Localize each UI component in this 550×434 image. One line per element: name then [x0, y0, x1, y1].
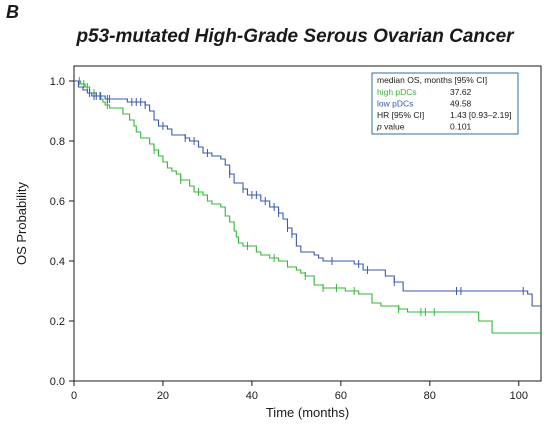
x-tick-label: 0 [71, 390, 77, 402]
legend-row-label: HR [95% CI] [377, 110, 424, 120]
axes: 0 20 40 60 80 100 0.0 0.2 0.4 0.6 0.8 1.0 [50, 65, 542, 402]
y-tick-label: 0.8 [50, 136, 65, 148]
legend-row-value: 1.43 [0.93–2.19] [450, 110, 511, 120]
plot-frame [73, 65, 542, 382]
legend-row-label: low pDCs [377, 99, 413, 109]
x-axis-title: Time (months) [266, 405, 349, 420]
legend-row-value: 49.58 [450, 99, 472, 109]
y-axis-title: OS Probability [14, 181, 29, 265]
series-layer [74, 77, 541, 334]
chart-title: p53-mutated High-Grade Serous Ovarian Ca… [76, 26, 514, 47]
y-tick-label: 1.0 [50, 76, 65, 88]
x-tick-label: 100 [510, 390, 528, 402]
legend-box: median OS, months [95% CI] high pDCs 37.62… [371, 72, 519, 135]
y-tick-label: 0.4 [50, 256, 65, 268]
y-tick-label: 0.6 [50, 196, 65, 208]
legend-row-value: 0.101 [450, 122, 472, 132]
y-tick-label: 0.0 [50, 376, 65, 388]
x-tick-label: 60 [335, 390, 347, 402]
x-tick-label: 80 [424, 390, 436, 402]
x-tick-label: 20 [157, 390, 169, 402]
x-tick-label: 40 [246, 390, 258, 402]
legend-row-label: high pDCs [377, 87, 417, 97]
legend-header: median OS, months [95% CI] [377, 75, 487, 85]
y-tick-label: 0.2 [50, 316, 65, 328]
legend-row-label: p value [376, 122, 405, 132]
legend-row-value: 37.62 [450, 87, 472, 97]
panel-label: B [6, 2, 19, 22]
legend-frame [371, 72, 519, 135]
